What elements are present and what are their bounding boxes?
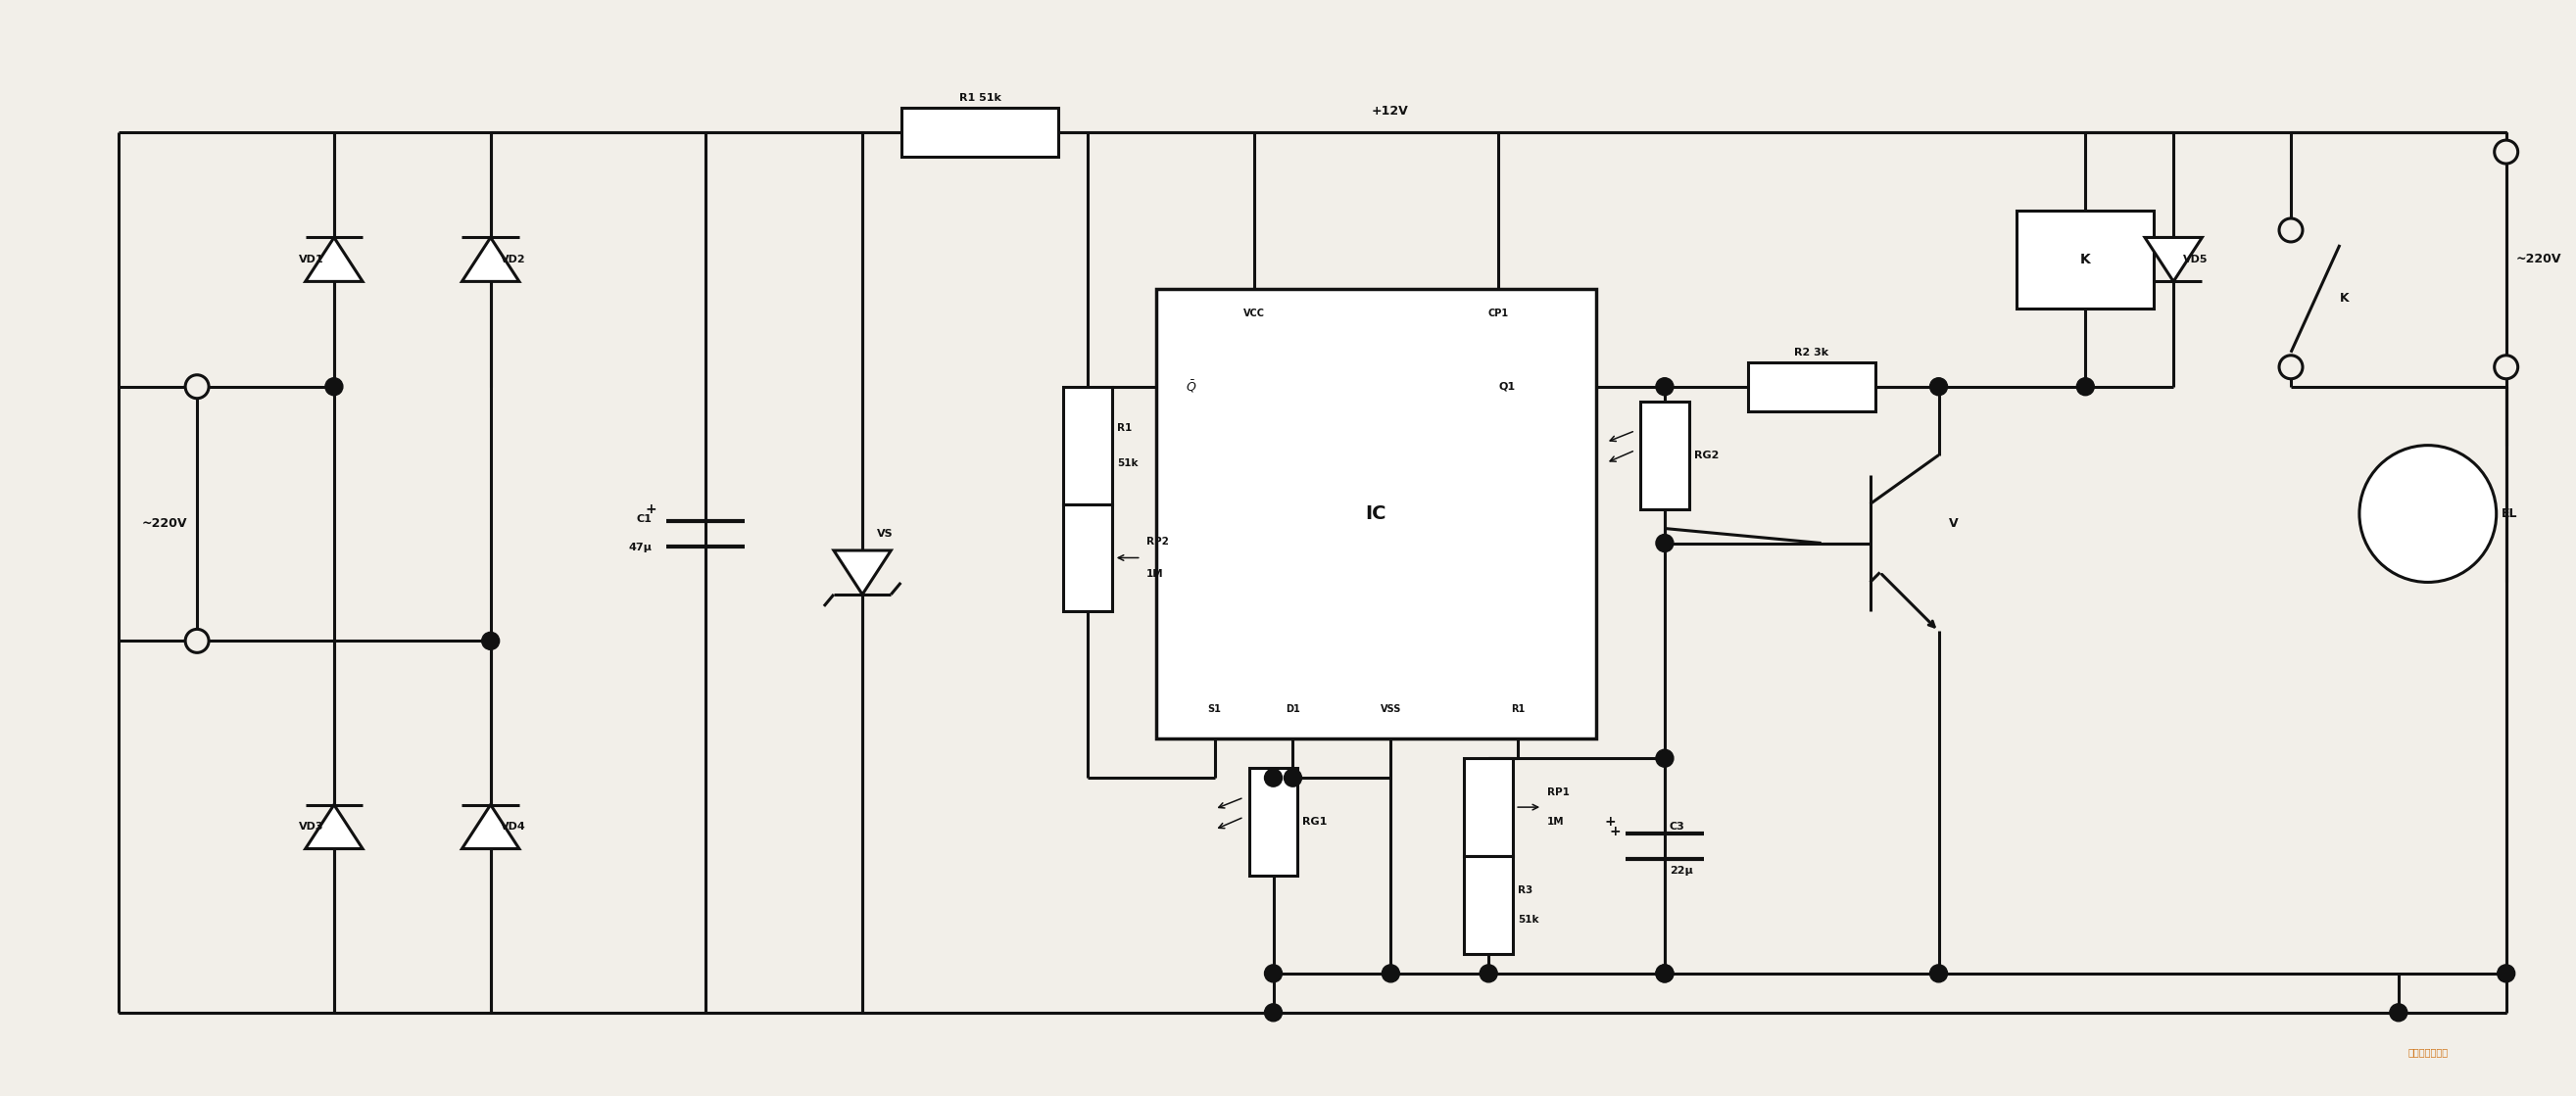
Text: +: + <box>647 502 657 516</box>
Bar <box>2017 210 2154 308</box>
Circle shape <box>482 632 500 650</box>
Polygon shape <box>307 238 363 282</box>
Circle shape <box>1929 964 1947 982</box>
Circle shape <box>1265 964 1283 982</box>
Circle shape <box>1283 769 1301 787</box>
Bar <box>1064 387 1113 504</box>
Bar <box>1641 401 1690 509</box>
Text: VSS: VSS <box>1381 705 1401 715</box>
Bar <box>1157 289 1597 739</box>
Circle shape <box>1656 535 1674 552</box>
Text: 维库电子市场网: 维库电子市场网 <box>2409 1047 2447 1057</box>
Circle shape <box>1656 964 1674 982</box>
Circle shape <box>1656 750 1674 767</box>
Text: D1: D1 <box>1285 705 1301 715</box>
Text: RP1: RP1 <box>1548 788 1569 798</box>
Polygon shape <box>835 550 891 594</box>
Bar <box>1249 768 1298 876</box>
Circle shape <box>2280 218 2303 242</box>
Text: VD1: VD1 <box>299 254 325 264</box>
Text: CP1: CP1 <box>1489 308 1510 318</box>
Text: VD3: VD3 <box>299 822 325 832</box>
Text: VD2: VD2 <box>500 254 526 264</box>
Text: S1: S1 <box>1208 705 1221 715</box>
Text: K: K <box>2339 293 2349 305</box>
Circle shape <box>1479 964 1497 982</box>
Text: RP2: RP2 <box>1146 537 1170 547</box>
Text: $\bar{Q}$: $\bar{Q}$ <box>1185 378 1195 395</box>
Text: +: + <box>1605 815 1615 829</box>
Text: 1M: 1M <box>1548 817 1564 826</box>
Circle shape <box>1381 964 1399 982</box>
Text: C1: C1 <box>636 514 652 524</box>
Text: R1: R1 <box>1512 705 1525 715</box>
Circle shape <box>185 375 209 398</box>
Text: +: + <box>1610 825 1620 838</box>
Circle shape <box>2280 355 2303 379</box>
Circle shape <box>1929 378 1947 396</box>
Text: 51k: 51k <box>1517 915 1538 925</box>
Circle shape <box>2494 140 2517 163</box>
Text: ~220V: ~220V <box>2517 253 2561 266</box>
Circle shape <box>185 629 209 652</box>
Text: V: V <box>1947 517 1958 529</box>
Text: 22μ: 22μ <box>1669 866 1692 876</box>
Text: R2 3k: R2 3k <box>1795 347 1829 357</box>
Bar <box>902 107 1059 157</box>
Text: Q1: Q1 <box>1499 381 1515 391</box>
Bar <box>1064 504 1113 612</box>
Circle shape <box>2076 378 2094 396</box>
Text: EL: EL <box>2501 507 2517 521</box>
Text: R1 51k: R1 51k <box>958 93 1002 103</box>
Text: 47μ: 47μ <box>629 544 652 552</box>
Circle shape <box>2391 1004 2409 1021</box>
Circle shape <box>1265 1004 1283 1021</box>
Text: +12V: +12V <box>1370 105 1409 117</box>
Text: VCC: VCC <box>1244 308 1265 318</box>
Circle shape <box>2494 355 2517 379</box>
Polygon shape <box>2146 238 2202 282</box>
Text: RG2: RG2 <box>1695 450 1718 460</box>
Circle shape <box>2360 445 2496 582</box>
Text: IC: IC <box>1365 504 1386 523</box>
Text: VD4: VD4 <box>500 822 526 832</box>
Circle shape <box>1656 378 1674 396</box>
Text: R1: R1 <box>1118 423 1131 433</box>
Circle shape <box>1265 769 1283 787</box>
Circle shape <box>1656 964 1674 982</box>
Bar <box>1463 856 1512 954</box>
Text: K: K <box>2081 252 2092 266</box>
Circle shape <box>325 378 343 396</box>
Text: 51k: 51k <box>1118 458 1139 468</box>
Text: ~220V: ~220V <box>142 517 188 529</box>
Circle shape <box>2496 964 2514 982</box>
Text: RG1: RG1 <box>1303 817 1327 826</box>
Polygon shape <box>307 804 363 848</box>
Text: 1M: 1M <box>1146 569 1164 579</box>
Text: VS: VS <box>876 528 894 538</box>
Text: VD5: VD5 <box>2184 254 2208 264</box>
Text: R3: R3 <box>1517 886 1533 895</box>
Text: C3: C3 <box>1669 822 1685 832</box>
Polygon shape <box>461 238 520 282</box>
Bar <box>1463 758 1512 856</box>
Polygon shape <box>461 804 520 848</box>
Bar <box>1749 362 1875 411</box>
